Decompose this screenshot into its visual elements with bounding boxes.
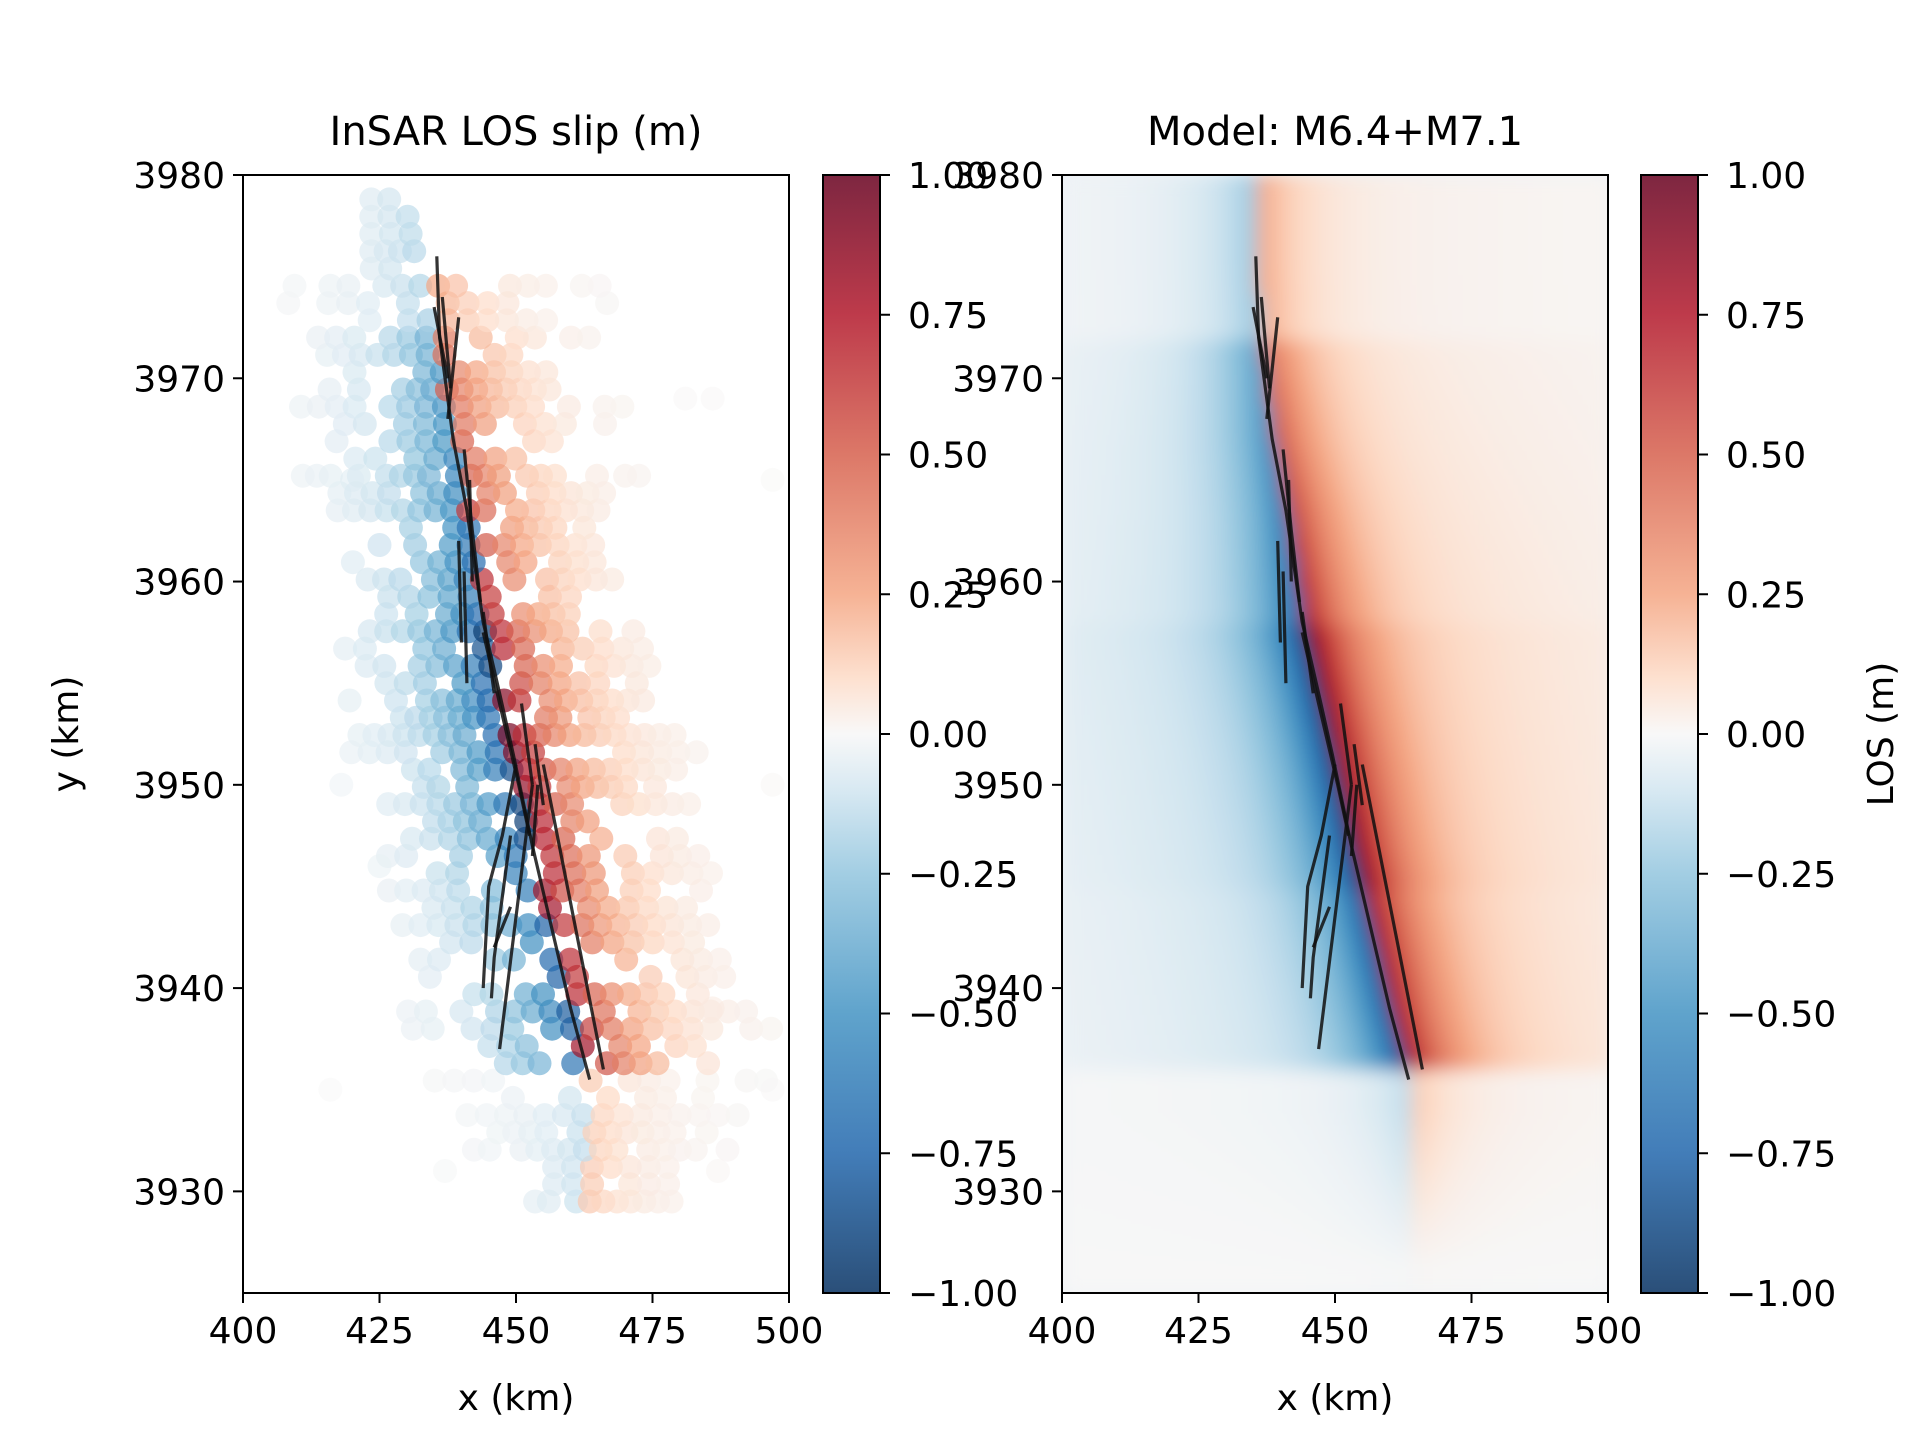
insar-point — [696, 913, 720, 937]
insar-point — [558, 1086, 582, 1110]
insar-point — [665, 827, 689, 851]
insar-point — [396, 205, 420, 229]
left-y-ticks: 3930 3940 3950 3960 3970 3980 — [133, 156, 243, 1213]
colorbar-tick-label: 0.75 — [908, 296, 988, 337]
insar-point — [600, 568, 624, 592]
insar-point — [761, 1078, 785, 1102]
insar-point — [318, 378, 342, 402]
left-x-label: x (km) — [458, 1378, 575, 1419]
right-heatmap-field — [1062, 175, 1613, 1296]
insar-point — [388, 568, 412, 592]
colorbar-tick-label: −0.75 — [908, 1134, 1018, 1175]
right-title: Model: M6.4+M7.1 — [1147, 109, 1523, 155]
insar-point — [761, 468, 785, 492]
insar-point — [673, 387, 697, 411]
left-panel: InSAR LOS slip (m) 400 425 450 475 500 39303… — [46, 109, 823, 1419]
insar-point — [761, 773, 785, 797]
insar-point — [329, 773, 353, 797]
y-tick-label: 3960 — [133, 563, 225, 604]
insar-point — [444, 274, 468, 298]
insar-point — [283, 274, 307, 298]
insar-point — [596, 1086, 620, 1110]
insar-point — [759, 1017, 783, 1041]
x-tick-label: 500 — [755, 1311, 824, 1352]
insar-point — [646, 1051, 670, 1075]
insar-point — [368, 854, 392, 878]
insar-point — [701, 387, 725, 411]
insar-point — [534, 360, 558, 384]
y-tick-label: 3980 — [133, 156, 225, 197]
left-scatter-points — [276, 187, 784, 1213]
y-tick-label: 3940 — [133, 969, 225, 1010]
insar-point — [372, 654, 396, 678]
colorbar-tick-label: 0.00 — [908, 715, 988, 756]
insar-point — [686, 844, 710, 868]
x-tick-label: 400 — [209, 1311, 278, 1352]
insar-point — [534, 274, 558, 298]
insar-point — [543, 464, 567, 488]
insar-point — [610, 395, 634, 419]
x-tick-label: 450 — [482, 1311, 551, 1352]
insar-point — [501, 1086, 525, 1110]
insar-point — [621, 619, 645, 643]
insar-point — [534, 308, 558, 332]
left-x-ticks: 400 425 450 475 500 — [209, 1293, 824, 1352]
right-heatmap — [1062, 175, 1613, 1296]
insar-point — [433, 1159, 457, 1183]
left-title: InSAR LOS slip (m) — [330, 109, 703, 155]
insar-point — [319, 464, 343, 488]
insar-point — [701, 996, 725, 1020]
insar-point — [336, 274, 360, 298]
left-y-label: y (km) — [46, 676, 87, 793]
y-tick-label: 3970 — [133, 359, 225, 400]
insar-point — [318, 1078, 342, 1102]
insar-point — [639, 965, 663, 989]
x-tick-label: 475 — [618, 1311, 687, 1352]
insar-point — [585, 464, 609, 488]
insar-point — [706, 1159, 730, 1183]
insar-point — [368, 533, 392, 557]
insar-point — [377, 187, 401, 211]
insar-point — [588, 274, 612, 298]
insar-point — [503, 447, 527, 471]
insar-point — [677, 792, 701, 816]
insar-point — [627, 464, 651, 488]
right-panel: Model: M6.4+M7.1 400 425 450 475 500 3930394… — [952, 109, 1642, 1419]
insar-point — [502, 948, 526, 972]
insar-point — [726, 1103, 750, 1127]
y-tick-label: 3930 — [133, 1172, 225, 1213]
left-colorbar: −1.00−0.75−0.50−0.250.000.250.500.751.00 — [823, 156, 1018, 1315]
colorbar-tick-label: −1.00 — [908, 1274, 1018, 1315]
insar-point — [685, 740, 709, 764]
insar-point — [557, 395, 581, 419]
insar-point — [613, 844, 637, 868]
insar-point — [663, 723, 687, 747]
insar-point — [341, 550, 365, 574]
x-tick-label: 425 — [345, 1311, 414, 1352]
insar-point — [338, 689, 362, 713]
left-colorbar-gradient — [823, 175, 880, 1293]
colorbar-tick-label: −0.25 — [908, 855, 1018, 896]
insar-point — [577, 326, 601, 350]
insar-point — [708, 948, 732, 972]
left-colorbar-ticks: −1.00−0.75−0.50−0.250.000.250.500.751.00 — [880, 156, 1018, 1315]
colorbar-tick-label: 0.50 — [908, 436, 988, 477]
insar-point — [716, 1138, 740, 1162]
insar-point — [589, 619, 613, 643]
insar-point — [414, 1000, 438, 1024]
insar-point — [340, 468, 364, 492]
y-tick-label: 3950 — [133, 766, 225, 807]
insar-point — [734, 1000, 758, 1024]
